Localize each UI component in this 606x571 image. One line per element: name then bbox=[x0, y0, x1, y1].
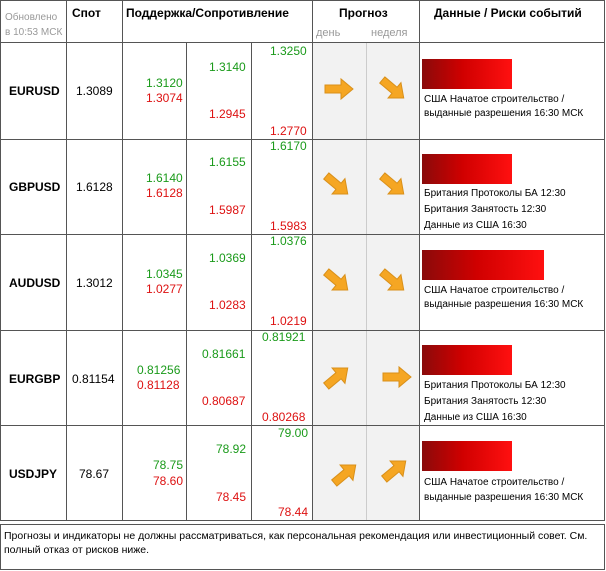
support-1: 1.6140 bbox=[146, 171, 183, 185]
support-1: 0.81256 bbox=[137, 363, 181, 377]
level-mid-1: 1.6155 bbox=[209, 155, 246, 169]
level-mid-2: 1.5987 bbox=[209, 203, 246, 217]
level-mid-1: 1.0369 bbox=[209, 251, 246, 265]
level-mid-2: 1.2945 bbox=[209, 107, 246, 121]
level-outer-2: 1.5983 bbox=[270, 219, 307, 233]
level-outer-1: 1.6170 bbox=[270, 139, 307, 153]
level-outer-2: 1.0219 bbox=[270, 314, 307, 328]
event-line: Британия Протоколы БА 12:30 bbox=[424, 188, 566, 199]
level-outer-2: 1.2770 bbox=[270, 124, 307, 138]
support-2: 78.60 bbox=[153, 474, 184, 488]
event-line: США Начатое строительство / bbox=[424, 94, 565, 105]
level-outer-1: 1.0376 bbox=[270, 234, 307, 248]
arrow-right-icon bbox=[382, 365, 412, 389]
support-1: 78.75 bbox=[153, 458, 184, 472]
risk-bar bbox=[422, 250, 544, 280]
forecast-header: Прогноз bbox=[339, 6, 388, 20]
spot-value: 0.81154 bbox=[72, 372, 115, 386]
level-outer-1: 0.81921 bbox=[262, 330, 306, 344]
event-line: выданные разрешения 16:30 МСК bbox=[424, 492, 584, 503]
event-line: США Начатое строительство / bbox=[424, 477, 565, 488]
level-outer-1: 79.00 bbox=[278, 426, 309, 440]
risk-bar bbox=[422, 59, 512, 89]
arrow-down-right-icon bbox=[378, 268, 405, 291]
level-mid-1: 1.3140 bbox=[209, 60, 246, 74]
spot-value: 1.6128 bbox=[76, 180, 113, 194]
event-line: Данные из США 16:30 bbox=[424, 412, 527, 423]
arrow-down-right-icon bbox=[378, 172, 405, 195]
level-mid-2: 0.80687 bbox=[202, 394, 246, 408]
pair-label: EURGBP bbox=[9, 372, 61, 386]
level-mid-1: 0.81661 bbox=[202, 347, 246, 361]
arrow-down-right-icon bbox=[322, 268, 349, 291]
level-outer-2: 0.80268 bbox=[262, 410, 306, 424]
support-2: 1.6128 bbox=[146, 186, 183, 200]
support-1: 1.0345 bbox=[146, 267, 183, 281]
event-line: Британия Занятость 12:30 bbox=[424, 204, 547, 215]
disclaimer-text: Прогнозы и индикаторы не должны рассматр… bbox=[4, 530, 588, 556]
event-line: выданные разрешения 16:30 МСК bbox=[424, 299, 584, 310]
arrow-down-right-icon bbox=[322, 172, 349, 195]
support-2: 1.3074 bbox=[146, 91, 183, 105]
updated-label: Обновлено bbox=[5, 12, 58, 23]
pair-label: GBPUSD bbox=[9, 180, 61, 194]
support-2: 1.0277 bbox=[146, 282, 183, 296]
level-outer-2: 78.44 bbox=[278, 505, 309, 519]
event-line: выданные разрешения 16:30 МСК bbox=[424, 108, 584, 119]
support-resistance-header: Поддержка/Сопротивление bbox=[126, 6, 289, 20]
day-header: день bbox=[316, 27, 341, 39]
event-line: Британия Протоколы БА 12:30 bbox=[424, 380, 566, 391]
event-line: Британия Занятость 12:30 bbox=[424, 396, 547, 407]
spot-value: 1.3012 bbox=[76, 276, 113, 290]
updated-time: в 10:53 МСК bbox=[5, 27, 63, 38]
pair-label: USDJPY bbox=[9, 467, 58, 481]
risk-bar bbox=[422, 345, 512, 375]
arrow-right-icon bbox=[324, 77, 354, 101]
arrow-up-right-icon bbox=[322, 367, 349, 390]
level-mid-1: 78.92 bbox=[216, 442, 247, 456]
support-2: 0.81128 bbox=[137, 378, 180, 392]
support-1: 1.3120 bbox=[146, 76, 183, 90]
week-header: неделя bbox=[371, 27, 408, 39]
data-risks-header: Данные / Риски событий bbox=[434, 6, 582, 20]
spot-value: 1.3089 bbox=[76, 84, 113, 98]
level-outer-1: 1.3250 bbox=[270, 44, 307, 58]
event-line: Данные из США 16:30 bbox=[424, 220, 527, 231]
pair-label: EURUSD bbox=[9, 84, 60, 98]
event-line: США Начатое строительство / bbox=[424, 285, 565, 296]
arrow-up-right-icon bbox=[330, 464, 357, 487]
arrow-down-right-icon bbox=[378, 76, 405, 99]
spot-value: 78.67 bbox=[79, 467, 110, 481]
arrow-up-right-icon bbox=[380, 460, 407, 483]
level-mid-2: 78.45 bbox=[216, 490, 247, 504]
spot-header: Спот bbox=[72, 6, 101, 20]
risk-bar bbox=[422, 154, 512, 184]
pair-label: AUDUSD bbox=[9, 276, 61, 290]
risk-bar bbox=[422, 441, 512, 471]
level-mid-2: 1.0283 bbox=[209, 298, 246, 312]
